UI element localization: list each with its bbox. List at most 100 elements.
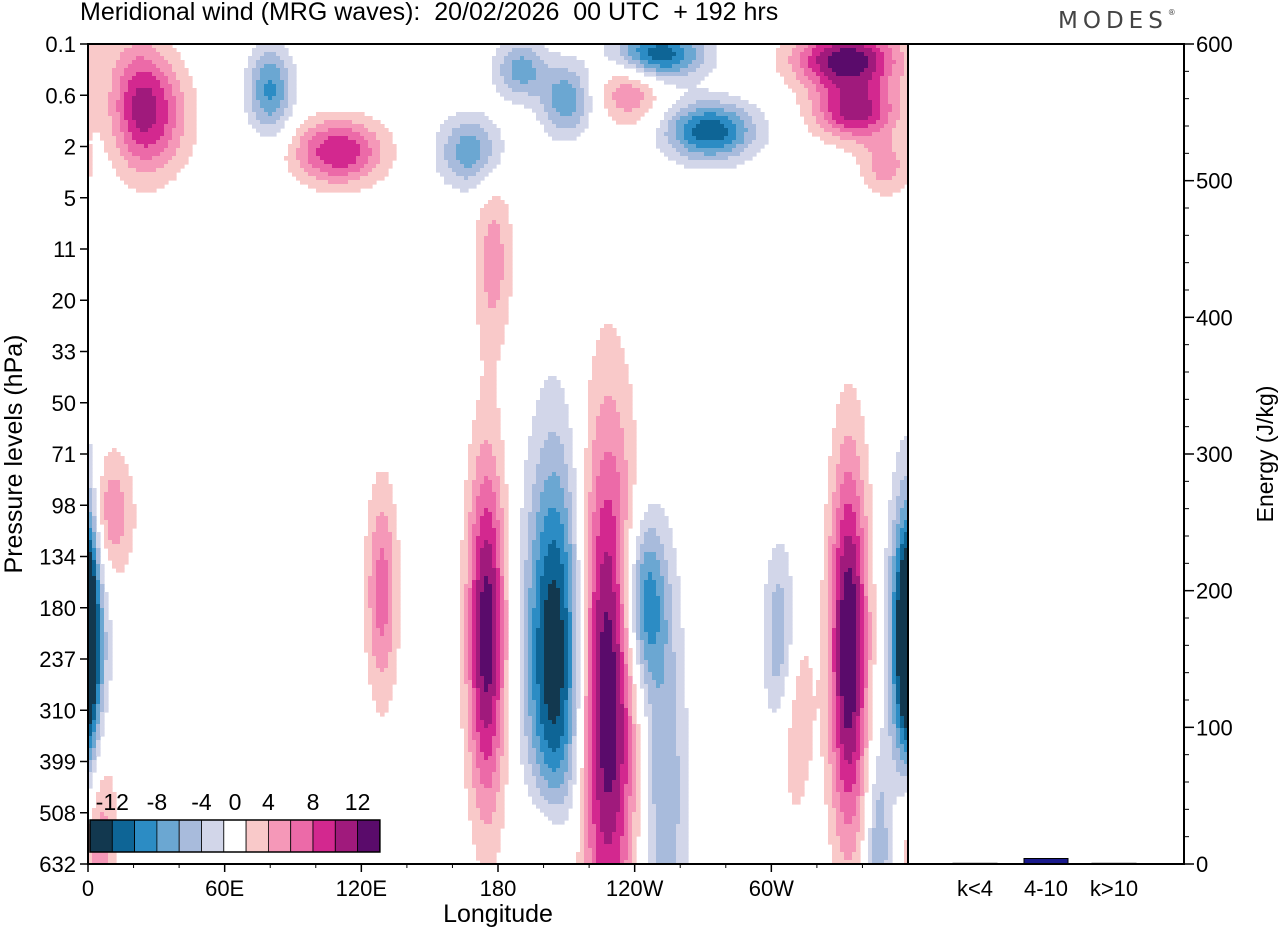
contour-cell <box>844 724 853 729</box>
contour-cell <box>520 56 525 61</box>
contour-cell <box>844 712 853 717</box>
contour-cell <box>660 564 669 569</box>
contour-cell <box>484 204 509 209</box>
contour-cell <box>624 632 629 637</box>
contour-cell <box>632 724 637 729</box>
contour-cell <box>540 548 549 553</box>
contour-cell <box>388 564 393 569</box>
contour-cell <box>460 552 469 557</box>
contour-cell <box>540 100 553 105</box>
contour-cell <box>120 96 125 101</box>
contour-cell <box>540 720 553 725</box>
contour-cell <box>640 680 645 685</box>
contour-cell <box>524 576 533 581</box>
contour-cell <box>104 468 129 473</box>
contour-cell <box>376 704 389 709</box>
contour-cell <box>296 128 309 133</box>
contour-cell <box>180 80 193 85</box>
contour-cell <box>312 164 333 169</box>
contour-cell <box>96 572 101 577</box>
contour-cell <box>600 412 621 417</box>
contour-cell <box>460 688 469 693</box>
contour-cell <box>632 756 637 761</box>
contour-cell <box>388 584 393 589</box>
contour-cell <box>892 52 905 57</box>
contour-cell <box>304 120 325 125</box>
contour-cell <box>504 660 509 665</box>
contour-cell <box>744 132 757 137</box>
contour-cell <box>616 468 629 473</box>
contour-cell <box>676 700 685 705</box>
contour-cell <box>100 704 105 709</box>
contour-cell <box>88 520 93 525</box>
contour-cell <box>620 424 637 429</box>
contour-cell <box>132 44 153 49</box>
contour-cell <box>748 128 757 133</box>
contour-cell <box>532 628 537 633</box>
contour-cell <box>820 736 829 741</box>
contour-cell <box>104 640 109 645</box>
contour-cell <box>496 756 501 761</box>
contour-cell <box>860 576 865 581</box>
contour-cell <box>600 724 617 729</box>
contour-cell <box>820 584 829 589</box>
contour-cell <box>652 716 677 721</box>
contour-cell <box>536 412 569 417</box>
contour-cell <box>868 716 873 721</box>
contour-cell <box>868 528 873 533</box>
contour-cell <box>688 140 733 145</box>
contour-cell <box>840 648 857 653</box>
contour-cell <box>372 556 381 561</box>
contour-cell <box>624 628 629 633</box>
contour-cell <box>164 148 177 153</box>
contour-cell <box>804 116 817 121</box>
contour-cell <box>844 700 857 705</box>
contour-cell <box>884 724 889 729</box>
contour-cell <box>640 676 645 681</box>
contour-cell <box>480 572 497 577</box>
contour-cell <box>836 72 861 77</box>
contour-cell <box>636 624 641 629</box>
contour-cell <box>144 144 149 149</box>
contour-cell <box>540 612 545 617</box>
contour-cell <box>620 600 625 605</box>
contour-cell <box>500 544 505 549</box>
contour-cell <box>696 144 725 149</box>
contour-cell <box>804 84 817 89</box>
contour-cell <box>124 112 133 117</box>
contour-cell <box>584 748 589 753</box>
contour-cell <box>536 536 541 541</box>
contour-cell <box>472 624 477 629</box>
contour-cell <box>124 532 133 537</box>
contour-cell <box>828 564 833 569</box>
contour-cell <box>648 692 677 697</box>
contour-cell <box>528 556 533 561</box>
contour-cell <box>568 564 573 569</box>
contour-cell <box>604 560 613 565</box>
contour-cell <box>620 516 629 521</box>
contour-cell <box>572 652 577 657</box>
contour-cell <box>872 612 877 617</box>
contour-cell <box>548 544 557 549</box>
contour-cell <box>288 76 297 81</box>
contour-cell <box>392 600 401 605</box>
contour-cell <box>664 672 677 677</box>
contour-cell <box>888 692 893 697</box>
contour-cell <box>132 100 157 105</box>
contour-cell <box>104 620 113 625</box>
contour-cell <box>152 156 173 161</box>
contour-cell <box>124 492 133 497</box>
contour-cell <box>476 748 481 753</box>
contour-cell <box>640 52 649 57</box>
contour-cell <box>864 504 873 509</box>
contour-cell <box>528 632 533 637</box>
contour-cell <box>664 612 673 617</box>
contour-cell <box>568 672 573 677</box>
contour-cell <box>640 672 645 677</box>
contour-cell <box>840 712 845 717</box>
contour-cell <box>648 696 677 701</box>
contour-cell <box>392 636 401 641</box>
contour-cell <box>460 624 465 629</box>
contour-cell <box>884 636 889 641</box>
contour-cell <box>828 544 833 549</box>
